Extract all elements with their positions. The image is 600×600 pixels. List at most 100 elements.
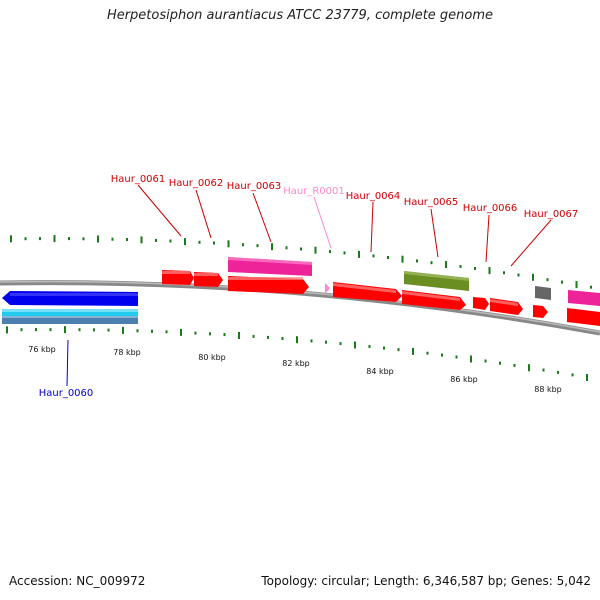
gc-tick [6,326,8,334]
gene-label[interactable]: Haur_0066 [463,203,518,214]
feature-haur-0063-magenta[interactable] [228,257,312,276]
gc-tick [575,281,578,289]
gc-tick [24,237,27,241]
feature-haur-0061[interactable] [162,270,194,285]
gene-label[interactable]: Haur_0065 [404,197,459,208]
feature-edge-red[interactable] [567,308,600,326]
gc-tick [126,238,128,241]
gc-tick [140,236,143,244]
scale-label: 80 kbp [198,353,226,362]
gene-label[interactable]: Haur_0061 [111,174,166,185]
gc-tick [542,368,545,372]
gc-tick [488,267,491,275]
gc-tick-track [6,235,592,381]
feature-haur-0064[interactable] [333,282,402,302]
scale-label: 78 kbp [113,348,141,357]
gc-tick [499,361,501,365]
feature-edge-magenta[interactable] [568,290,600,306]
gc-tick [223,333,226,337]
gene-label[interactable]: Haur_0063 [227,181,282,192]
gc-tick [412,347,414,355]
feature-grey[interactable] [535,286,551,300]
gc-tick [445,261,447,269]
gc-tick [281,337,284,340]
gc-tick [300,247,302,251]
scale-label: 76 kbp [28,345,56,354]
gc-tick [343,251,346,255]
feature-haur-0060-cyan[interactable] [2,309,138,318]
gc-tick [586,374,588,381]
gc-tick [441,353,443,357]
gc-tick [532,273,534,281]
feature-haur-0060-blue[interactable] [2,291,138,306]
gc-tick [416,259,418,263]
genome-stats-label: Topology: circular; Length: 6,346,587 bp… [261,574,591,588]
gc-tick [517,273,520,277]
gc-tick [271,243,273,251]
gene-label[interactable]: Haur_0062 [169,178,224,189]
gc-tick [528,364,530,372]
gc-tick [358,250,360,258]
gc-tick [459,265,462,268]
gc-tick [252,334,255,338]
gc-tick [111,237,114,241]
gc-tick [571,373,574,377]
gc-tick [49,328,52,332]
scale-labels: 76 kbp 78 kbp 80 kbp 82 kbp 84 kbp 86 kb… [28,345,562,394]
gc-tick [474,267,476,270]
gc-tick [93,328,95,332]
gc-tick [267,335,269,339]
feature-haur-0066[interactable] [473,297,523,315]
gc-tick [372,254,375,258]
gc-tick [238,332,240,339]
gc-tick [503,271,505,275]
gc-tick [136,329,139,333]
gc-tick [82,237,85,241]
gc-tick [383,346,385,350]
gene-label[interactable]: Haur_R0001 [283,186,345,197]
feature-haur-0060-slate[interactable] [2,316,138,324]
gc-tick [180,328,182,336]
accession-label: Accession: NC_009972 [9,574,146,588]
gc-tick [68,237,70,241]
gc-tick [314,246,317,254]
gc-tick [546,278,549,282]
feature-haur-0067[interactable] [533,305,548,318]
gc-tick [296,336,298,344]
map-title: Herpetosiphon aurantiacus ATCC 23779, co… [106,8,494,23]
gene-label[interactable]: Haur_0067 [524,209,579,220]
gc-tick [256,244,259,248]
gc-tick [557,370,559,374]
gc-tick [165,330,168,334]
gc-tick [198,240,201,244]
feature-haur-0065-olive[interactable] [404,271,469,291]
gc-tick [64,326,66,334]
gc-tick [590,285,592,289]
gc-tick [20,328,23,332]
feature-haur-0065[interactable] [402,290,466,310]
gc-tick [325,340,327,344]
gc-tick [151,329,153,333]
gc-tick [184,238,186,246]
gene-label[interactable]: Haur_0060 [39,388,94,399]
gc-tick [484,359,487,363]
scale-label: 88 kbp [534,385,562,394]
gc-tick [194,331,197,335]
gc-tick [97,235,99,243]
gc-tick [53,235,56,243]
gc-tick [368,345,371,348]
gene-label[interactable]: Haur_0064 [346,191,401,202]
gc-tick [169,239,172,243]
gc-tick [122,326,124,334]
gc-tick [35,328,37,332]
feature-haur-0063[interactable] [228,276,309,294]
scale-label: 82 kbp [282,359,310,368]
gc-tick [227,240,230,248]
feature-haur-r0001[interactable] [325,283,330,294]
gc-tick [285,246,288,250]
gc-tick [354,341,356,349]
gc-tick [339,342,342,346]
gc-tick [401,255,404,263]
feature-haur-0062[interactable] [194,272,223,287]
